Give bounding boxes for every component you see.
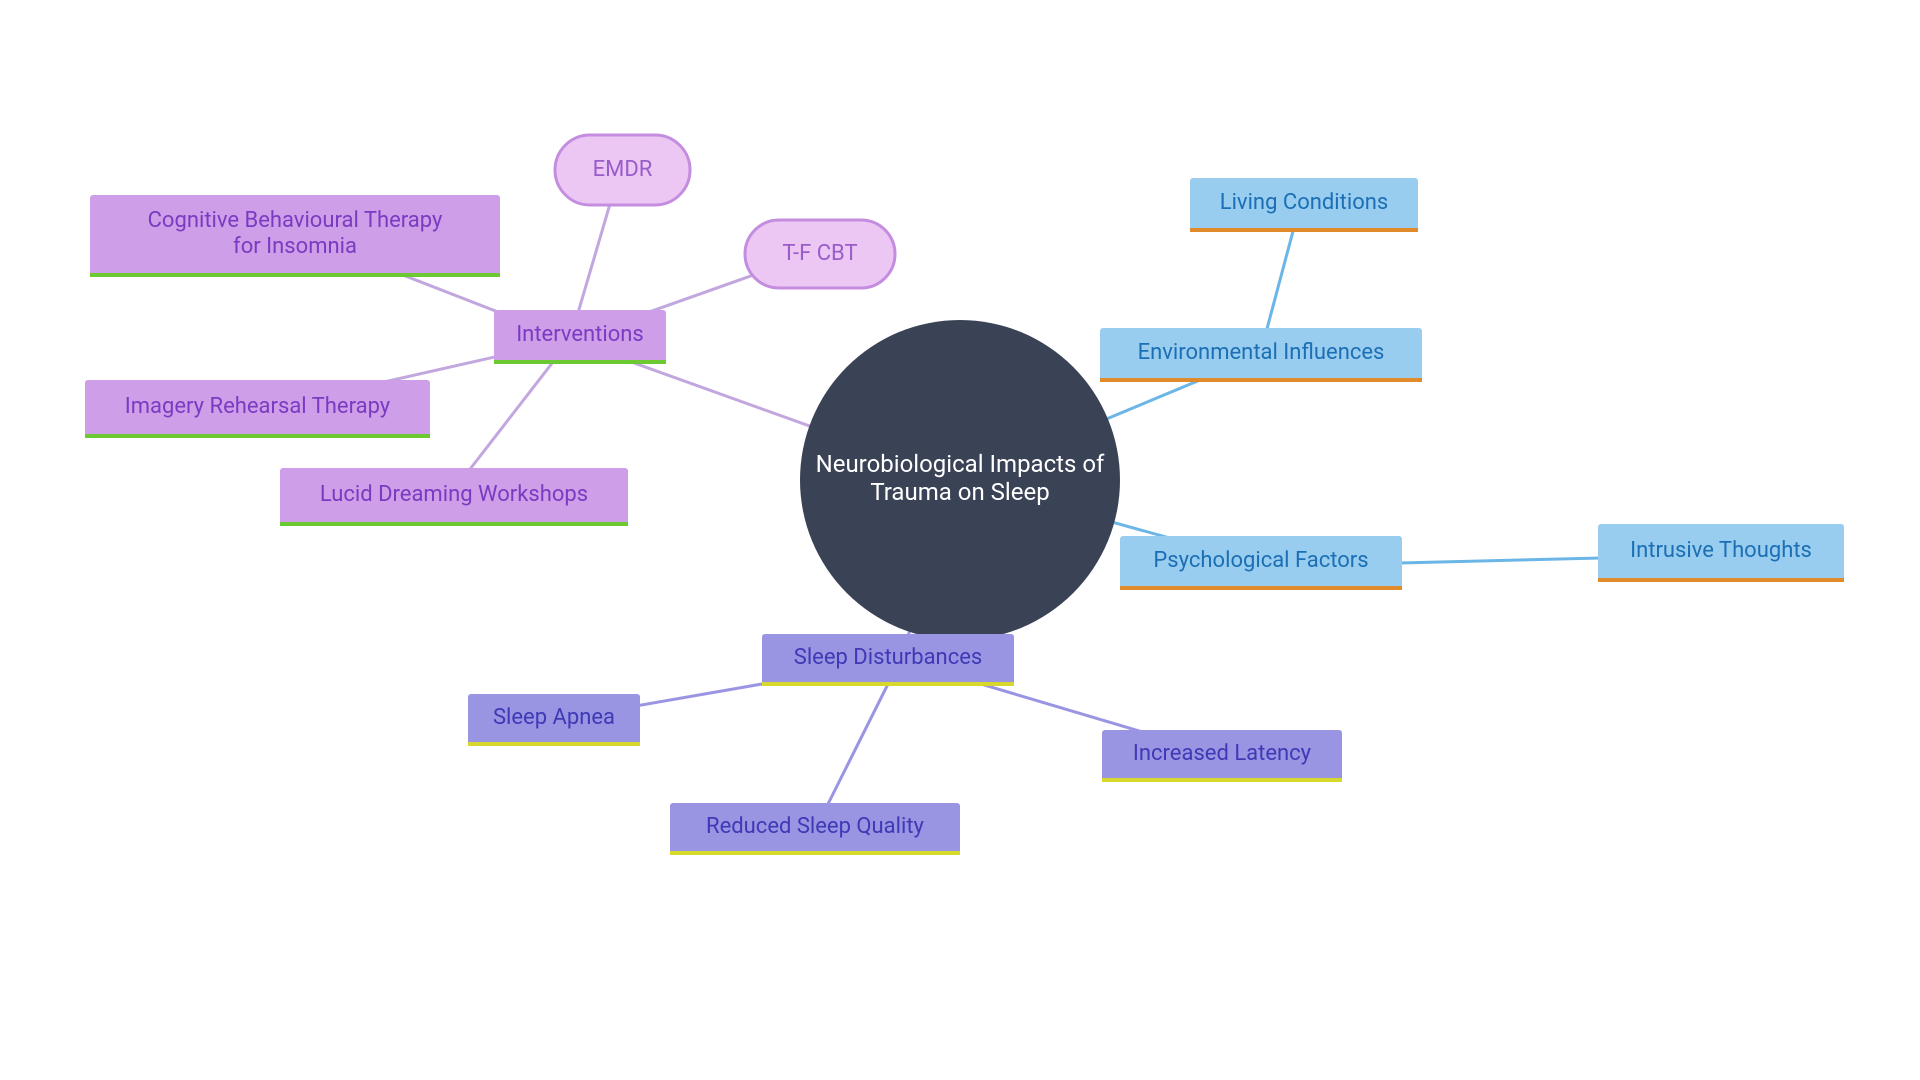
node-label: Living Conditions bbox=[1220, 190, 1389, 215]
node-underline bbox=[468, 742, 640, 746]
node-emdr: EMDR bbox=[555, 135, 690, 205]
node-label: Environmental Influences bbox=[1138, 340, 1385, 365]
node-label: Increased Latency bbox=[1133, 741, 1312, 766]
node-underline bbox=[90, 273, 500, 277]
node-underline bbox=[670, 851, 960, 855]
node-interventions: Interventions bbox=[494, 310, 666, 364]
node-cbt-insomnia: Cognitive Behavioural Therapyfor Insomni… bbox=[90, 195, 500, 277]
node-underline bbox=[494, 360, 666, 364]
node-living: Living Conditions bbox=[1190, 178, 1418, 232]
node-label: EMDR bbox=[593, 157, 653, 182]
node-label: T-F CBT bbox=[782, 241, 857, 266]
node-label: Psychological Factors bbox=[1153, 548, 1368, 573]
node-env: Environmental Influences bbox=[1100, 328, 1422, 382]
node-underline bbox=[1120, 586, 1402, 590]
node-underline bbox=[1102, 778, 1342, 782]
node-label: Reduced Sleep Quality bbox=[706, 814, 924, 839]
node-intrusive: Intrusive Thoughts bbox=[1598, 524, 1844, 582]
node-label: Sleep Disturbances bbox=[794, 645, 982, 670]
node-underline bbox=[85, 434, 430, 438]
node-label: Imagery Rehearsal Therapy bbox=[125, 394, 391, 419]
node-underline bbox=[1598, 578, 1844, 582]
node-latency: Increased Latency bbox=[1102, 730, 1342, 782]
node-underline bbox=[280, 522, 628, 526]
node-underline bbox=[1190, 228, 1418, 232]
node-label: Intrusive Thoughts bbox=[1630, 538, 1812, 563]
node-label: Interventions bbox=[516, 322, 644, 347]
mindmap-canvas: Neurobiological Impacts ofTrauma on Slee… bbox=[0, 0, 1920, 1080]
node-sleep-dist: Sleep Disturbances bbox=[762, 634, 1014, 686]
node-irt: Imagery Rehearsal Therapy bbox=[85, 380, 430, 438]
node-psych: Psychological Factors bbox=[1120, 536, 1402, 590]
node-underline bbox=[762, 682, 1014, 686]
node-apnea: Sleep Apnea bbox=[468, 694, 640, 746]
node-underline bbox=[1100, 378, 1422, 382]
node-quality: Reduced Sleep Quality bbox=[670, 803, 960, 855]
node-tfcbt: T-F CBT bbox=[745, 220, 895, 288]
node-lucid: Lucid Dreaming Workshops bbox=[280, 468, 628, 526]
node-label: Sleep Apnea bbox=[493, 705, 615, 730]
node-label: Lucid Dreaming Workshops bbox=[320, 482, 588, 507]
